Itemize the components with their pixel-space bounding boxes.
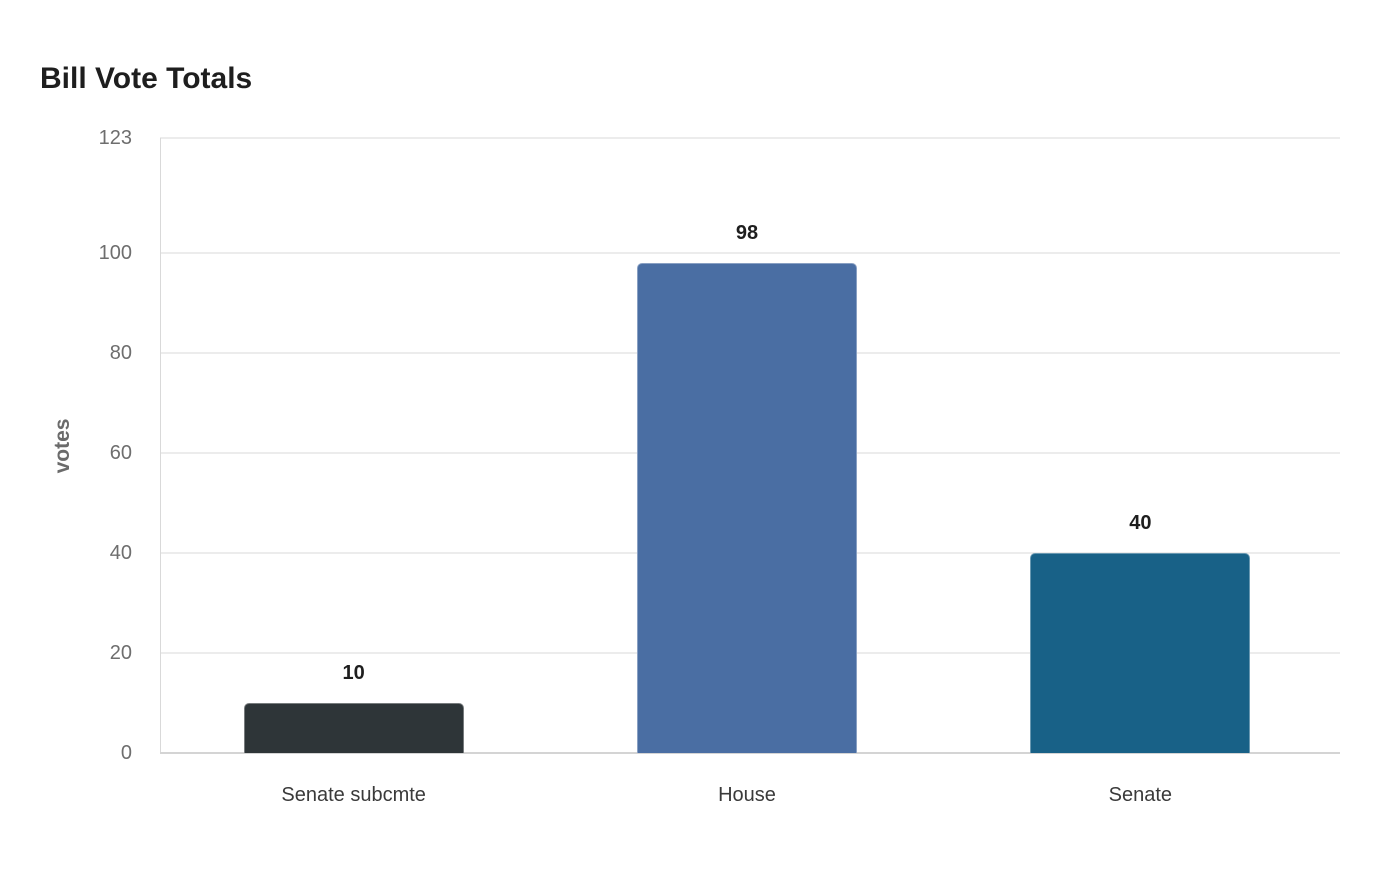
plot-area: 10 98 40 <box>160 137 1340 754</box>
gridline <box>160 137 1340 139</box>
bar-house[interactable] <box>637 263 857 753</box>
y-axis-line <box>160 138 161 753</box>
bar-senate-subcmte[interactable] <box>243 703 464 753</box>
x-tick-label: Senate <box>1108 784 1173 806</box>
bar-senate[interactable] <box>1030 553 1251 753</box>
y-tick-label: 0 <box>120 742 132 764</box>
x-axis-line <box>160 752 1340 754</box>
y-tick-label: 80 <box>109 342 132 364</box>
gridline <box>160 252 1340 254</box>
chart-title: Bill Vote Totals <box>40 62 253 95</box>
y-tick-label: 40 <box>109 542 132 564</box>
bar-value-label: 98 <box>735 222 759 244</box>
x-tick-label: Senate subcmte <box>281 784 426 806</box>
x-tick-label: House <box>718 784 776 806</box>
bar-value-label: 40 <box>1129 512 1152 534</box>
y-tick-label: 20 <box>109 642 132 664</box>
y-tick-label: 100 <box>98 242 132 264</box>
y-tick-label: 123 <box>98 127 132 149</box>
bar-value-label: 10 <box>342 662 365 684</box>
y-tick-label: 60 <box>109 442 132 464</box>
